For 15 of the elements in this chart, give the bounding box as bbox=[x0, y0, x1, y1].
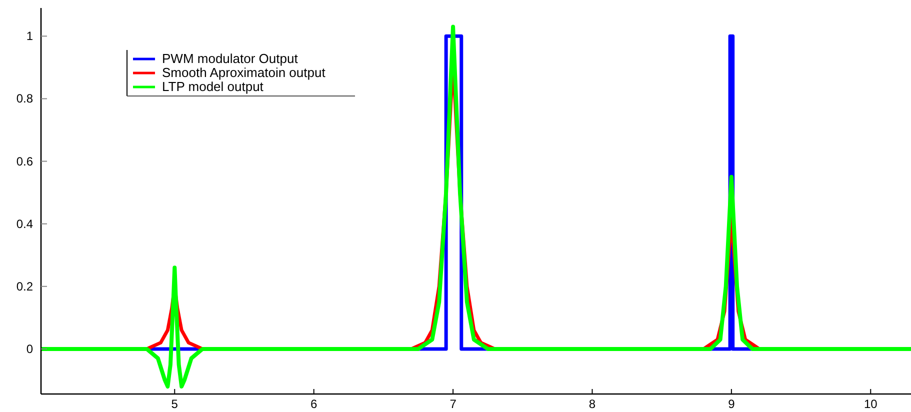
y-tick-label: 0 bbox=[26, 342, 34, 356]
x-tick-label: 5 bbox=[171, 397, 178, 411]
legend-label: PWM modulator Output bbox=[162, 51, 298, 66]
y-tick-label: 0.8 bbox=[16, 92, 34, 106]
y-tick-label: 0.2 bbox=[16, 279, 34, 294]
y-tick-label: 0.6 bbox=[16, 154, 34, 168]
x-tick-label: 7 bbox=[450, 397, 457, 411]
legend-label: Smooth Aproximatoin output bbox=[162, 65, 326, 80]
y-tick-label: 1 bbox=[26, 29, 34, 44]
x-tick-label: 6 bbox=[310, 397, 318, 411]
x-tick-label: 10 bbox=[864, 397, 878, 411]
x-tick-label: 8 bbox=[588, 397, 596, 411]
y-tick-label: 0.4 bbox=[16, 216, 34, 231]
legend-label: LTP model output bbox=[162, 79, 264, 94]
x-tick-label: 9 bbox=[728, 397, 736, 411]
